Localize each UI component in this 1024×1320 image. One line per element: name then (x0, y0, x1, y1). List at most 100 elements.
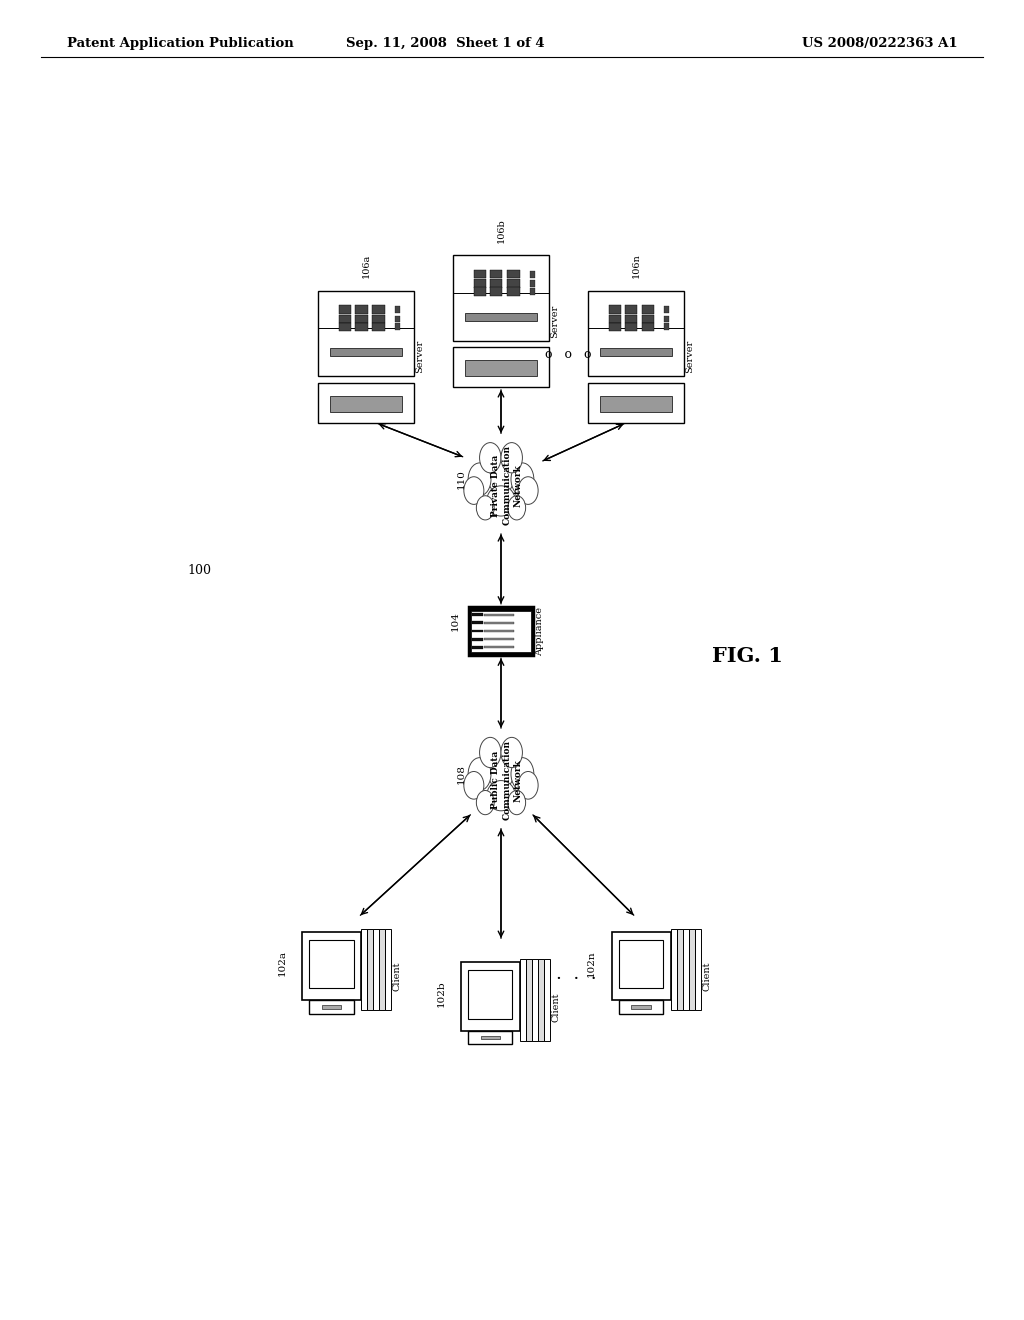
Bar (469, 607, 532, 656)
Bar (490, 269, 503, 279)
Bar (355, 322, 368, 331)
Bar (588, 290, 684, 376)
Bar (642, 305, 654, 314)
Bar (665, 315, 670, 322)
Bar (480, 1035, 500, 1039)
Ellipse shape (518, 477, 539, 504)
Bar (618, 940, 664, 987)
Bar (688, 928, 694, 1010)
Bar (608, 314, 622, 323)
Bar (625, 305, 637, 314)
Bar (600, 396, 672, 412)
Bar (394, 315, 399, 322)
Text: Client: Client (552, 993, 560, 1022)
Bar (484, 614, 514, 615)
Bar (677, 928, 683, 1010)
Ellipse shape (468, 758, 490, 791)
Bar (588, 383, 684, 422)
Bar (694, 928, 700, 1010)
Bar (608, 305, 622, 314)
Text: 100: 100 (187, 564, 211, 577)
Bar (474, 286, 486, 296)
Bar (484, 638, 514, 640)
Ellipse shape (486, 486, 515, 516)
Ellipse shape (501, 738, 522, 768)
Ellipse shape (479, 738, 501, 768)
Bar (507, 279, 519, 288)
Text: 102a: 102a (278, 950, 287, 977)
Bar (608, 322, 622, 331)
Bar (318, 290, 414, 376)
Text: 106a: 106a (361, 253, 371, 279)
Bar (355, 305, 368, 314)
Bar (355, 314, 368, 323)
Bar (625, 314, 637, 323)
Bar (529, 271, 535, 277)
Bar (472, 630, 483, 632)
Ellipse shape (501, 442, 522, 473)
Ellipse shape (518, 771, 539, 799)
Ellipse shape (508, 791, 525, 814)
Text: 106b: 106b (497, 218, 506, 243)
Bar (454, 255, 549, 341)
Bar (531, 960, 538, 1041)
Text: 102b: 102b (436, 981, 445, 1007)
Bar (373, 305, 385, 314)
Bar (642, 322, 654, 331)
Text: 106n: 106n (632, 253, 640, 279)
Bar (339, 314, 351, 323)
Bar (468, 970, 512, 1019)
Text: 110: 110 (457, 470, 466, 490)
Bar (671, 928, 677, 1010)
Bar (465, 360, 538, 376)
Bar (484, 647, 514, 648)
Text: Public Data
Communication
Network: Public Data Communication Network (492, 741, 522, 820)
Ellipse shape (511, 463, 534, 496)
Ellipse shape (464, 477, 484, 504)
Bar (618, 1001, 664, 1014)
Bar (474, 269, 486, 279)
Bar (394, 323, 399, 330)
Bar (529, 288, 535, 294)
Bar (642, 314, 654, 323)
Text: Private Data
Communication
Network: Private Data Communication Network (492, 445, 522, 525)
Bar (683, 928, 688, 1010)
Text: Patent Application Publication: Patent Application Publication (67, 37, 293, 50)
Text: Server: Server (551, 305, 559, 338)
Text: Client: Client (393, 962, 401, 991)
Text: Server: Server (685, 341, 694, 374)
Bar (632, 1005, 651, 1008)
Bar (302, 932, 361, 1001)
Bar (507, 269, 519, 279)
Bar (472, 614, 483, 616)
Bar (472, 638, 483, 640)
Bar (490, 286, 503, 296)
Bar (665, 323, 670, 330)
Bar (507, 286, 519, 296)
Bar (330, 348, 402, 356)
Bar (465, 313, 538, 321)
Text: US 2008/0222363 A1: US 2008/0222363 A1 (802, 37, 957, 50)
Bar (454, 347, 549, 387)
Text: o   o   o: o o o (545, 348, 592, 362)
Text: 104: 104 (451, 611, 460, 631)
Text: .  .  .: . . . (556, 965, 597, 982)
Bar (330, 396, 402, 412)
Bar (611, 932, 671, 1001)
Bar (529, 280, 535, 286)
Bar (665, 306, 670, 313)
Bar (373, 322, 385, 331)
Bar (385, 928, 391, 1010)
Text: 102n: 102n (587, 950, 596, 977)
Ellipse shape (476, 496, 495, 520)
Ellipse shape (487, 750, 515, 789)
Bar (471, 611, 530, 652)
Bar (461, 962, 520, 1031)
Bar (361, 928, 367, 1010)
Ellipse shape (511, 758, 534, 791)
Bar (490, 279, 503, 288)
Text: Sep. 11, 2008  Sheet 1 of 4: Sep. 11, 2008 Sheet 1 of 4 (346, 37, 545, 50)
Bar (373, 928, 379, 1010)
Text: Server: Server (416, 341, 425, 374)
Bar (472, 622, 483, 624)
